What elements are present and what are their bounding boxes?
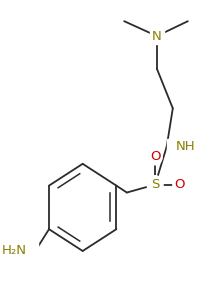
Text: O: O (175, 178, 185, 191)
Text: S: S (151, 178, 159, 191)
Circle shape (173, 177, 187, 193)
Circle shape (148, 149, 162, 165)
Bar (167, 139, 184, 155)
Circle shape (147, 176, 163, 194)
Text: N: N (152, 30, 162, 42)
Bar (12, 243, 38, 259)
Text: NH: NH (176, 141, 195, 153)
Text: O: O (150, 150, 160, 163)
Text: H₂N: H₂N (2, 244, 27, 258)
Bar (150, 28, 164, 44)
